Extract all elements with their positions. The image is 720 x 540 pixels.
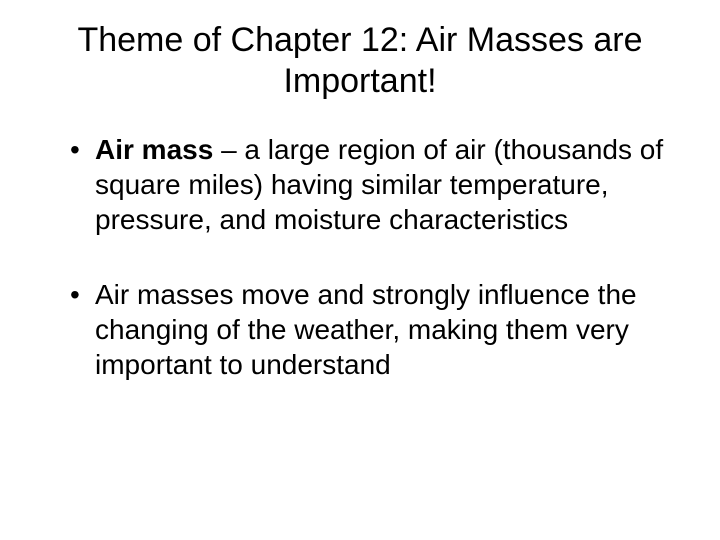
bullet-text: Air masses move and strongly influence t… [95, 279, 637, 380]
slide-title: Theme of Chapter 12: Air Masses are Impo… [50, 20, 670, 102]
bullet-item: Air mass – a large region of air (thousa… [70, 132, 670, 237]
term-bold: Air mass [95, 134, 213, 165]
bullet-list: Air mass – a large region of air (thousa… [50, 132, 670, 382]
bullet-item: Air masses move and strongly influence t… [70, 277, 670, 382]
